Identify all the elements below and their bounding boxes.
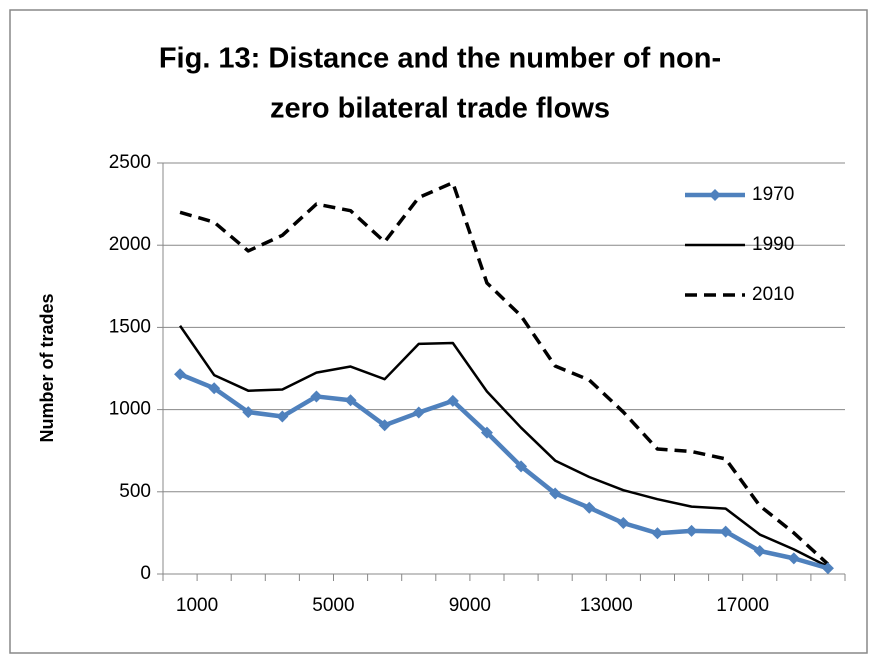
chart-border — [9, 9, 868, 654]
marker — [617, 517, 630, 530]
marker — [480, 426, 493, 439]
y-tick-label: 1500 — [109, 316, 151, 337]
legend-label: 2010 — [752, 284, 794, 305]
line-1990 — [179, 325, 829, 568]
y-tick-label: 500 — [119, 481, 151, 502]
marker — [753, 544, 766, 557]
marker — [344, 394, 357, 407]
x-tick-label: 5000 — [312, 595, 354, 616]
chart-title: Fig. 13: Distance and the number of non- — [159, 43, 721, 75]
y-axis-label: Number of trades — [37, 293, 57, 442]
marker — [446, 394, 459, 407]
legend-marker — [709, 189, 721, 201]
y-tick-label: 0 — [140, 563, 151, 584]
marker — [651, 527, 664, 540]
x-tick-label: 13000 — [580, 595, 633, 616]
marker — [174, 368, 187, 381]
line-2010 — [179, 180, 830, 566]
marker — [412, 406, 425, 419]
y-tick-label: 1000 — [109, 399, 151, 420]
marker — [787, 552, 800, 565]
marker — [515, 460, 528, 473]
y-tick-label: 2000 — [109, 234, 151, 255]
marker — [583, 501, 596, 514]
y-tick-label: 2500 — [109, 152, 151, 173]
marker — [821, 562, 834, 575]
marker — [208, 382, 221, 395]
x-tick-label: 17000 — [716, 595, 769, 616]
chart-title: zero bilateral trade flows — [270, 93, 610, 125]
marker — [378, 419, 391, 432]
marker — [276, 410, 289, 423]
marker — [719, 525, 732, 538]
marker — [310, 390, 323, 403]
marker — [242, 406, 255, 419]
marker — [685, 524, 698, 537]
x-tick-label: 9000 — [449, 595, 491, 616]
x-tick-label: 1000 — [176, 595, 218, 616]
legend-label: 1990 — [752, 234, 794, 255]
legend-label: 1970 — [752, 184, 794, 205]
marker — [549, 487, 562, 500]
